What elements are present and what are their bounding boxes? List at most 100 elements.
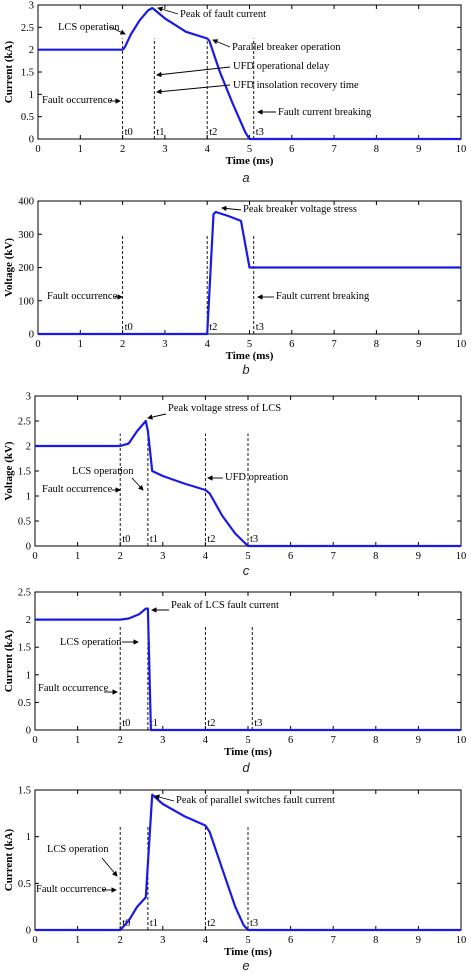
annotation-text: Peak breaker voltage stress <box>243 204 357 215</box>
panel-caption: e <box>242 958 249 973</box>
x-tick-label: 8 <box>373 551 378 562</box>
x-tick-label: 10 <box>456 144 467 155</box>
x-tick-label: 10 <box>456 551 467 562</box>
x-tick-label: 6 <box>288 935 293 946</box>
x-tick-label: 2 <box>120 339 125 350</box>
event-marker-label: t3 <box>256 127 264 138</box>
y-axis-label: Current (kA) <box>3 629 15 692</box>
x-axis-label: Time (ms) <box>224 746 272 758</box>
x-tick-label: 0 <box>35 339 40 350</box>
annotation-text: Fault occurrence <box>36 884 107 895</box>
x-tick-label: 5 <box>245 551 250 562</box>
series-line <box>35 607 461 732</box>
y-tick-label: 0.5 <box>18 698 31 709</box>
series-line <box>35 419 461 548</box>
y-tick-label: 0.5 <box>18 879 31 890</box>
x-tick-label: 4 <box>205 339 211 350</box>
series-line <box>38 210 461 336</box>
y-axis-label: Voltage (kV) <box>3 441 15 501</box>
x-tick-label: 8 <box>373 735 378 746</box>
event-marker-label: t0 <box>122 534 130 545</box>
x-tick-label: 8 <box>373 935 378 946</box>
x-tick-label: 1 <box>75 551 80 562</box>
annotation-text: Peak voltage stress of LCS <box>168 403 281 414</box>
x-axis-label: Time (ms) <box>226 155 274 167</box>
x-tick-label: 2 <box>118 735 123 746</box>
annotation-arrow <box>156 66 231 78</box>
y-tick-label: 0 <box>26 726 31 737</box>
x-tick-label: 8 <box>374 144 379 155</box>
annotation-arrow <box>157 6 179 15</box>
x-tick-label: 8 <box>374 339 379 350</box>
annotation-arrow <box>101 857 118 877</box>
event-marker-label: t2 <box>207 718 215 729</box>
x-tick-label: 0 <box>32 551 37 562</box>
x-tick-label: 0 <box>35 144 40 155</box>
x-tick-label: 6 <box>288 551 293 562</box>
x-tick-label: 1 <box>75 735 80 746</box>
plot-area-frame <box>34 591 462 731</box>
annotation-text: LCS operation <box>60 637 122 648</box>
y-axis-label: Voltage (kV) <box>3 238 15 298</box>
y-tick-label: 1 <box>26 670 31 681</box>
event-marker-label: t0 <box>122 718 130 729</box>
event-marker-label: t3 <box>254 718 262 729</box>
y-tick-label: 0 <box>29 135 34 146</box>
annotation-arrow <box>156 84 231 95</box>
annotation-text: UFD insolation recovery time <box>233 80 359 91</box>
x-tick-label: 9 <box>416 935 421 946</box>
x-tick-label: 1 <box>78 144 83 155</box>
x-tick-label: 3 <box>162 339 167 350</box>
y-tick-label: 400 <box>18 197 34 208</box>
event-marker-label: t3 <box>256 322 264 333</box>
y-tick-label: 1 <box>26 492 31 503</box>
annotation-text: LCS operation <box>72 466 134 477</box>
annotation-text: Fault occurrence <box>47 291 118 302</box>
y-tick-label: 2 <box>26 442 31 453</box>
event-marker-label: t0 <box>125 127 133 138</box>
x-tick-label: 6 <box>289 144 294 155</box>
event-marker-label: t3 <box>250 534 258 545</box>
x-tick-label: 7 <box>331 935 336 946</box>
x-tick-label: 10 <box>456 735 467 746</box>
x-tick-label: 5 <box>245 935 250 946</box>
y-tick-label: 0 <box>26 542 31 553</box>
y-tick-label: 2.5 <box>18 417 31 428</box>
x-axis-label: Time (ms) <box>226 350 274 362</box>
x-tick-label: 10 <box>456 935 467 946</box>
y-tick-label: 100 <box>18 296 34 307</box>
panel-caption: a <box>242 170 249 185</box>
y-axis-label: Current (kA) <box>3 40 15 103</box>
annotation-text: LCS operation <box>58 22 120 33</box>
x-tick-label: 5 <box>247 144 252 155</box>
x-tick-label: 3 <box>160 735 165 746</box>
x-tick-label: 7 <box>331 144 336 155</box>
x-tick-label: 3 <box>160 935 165 946</box>
event-marker-label: t1 <box>150 918 158 929</box>
y-tick-label: 1.5 <box>18 643 31 654</box>
event-marker-label: t2 <box>209 127 217 138</box>
annotation-arrow <box>221 205 242 212</box>
y-tick-label: 0.5 <box>18 517 31 528</box>
x-tick-label: 2 <box>118 551 123 562</box>
annotation-text: Parallel breaker operation <box>232 42 341 53</box>
x-tick-label: 7 <box>331 735 336 746</box>
y-tick-label: 1.5 <box>21 68 34 79</box>
x-tick-label: 9 <box>416 144 421 155</box>
y-tick-label: 0.5 <box>21 112 34 123</box>
annotation-arrow <box>212 39 231 48</box>
event-marker-label: t1 <box>150 534 158 545</box>
y-tick-label: 2 <box>26 615 31 626</box>
x-tick-label: 4 <box>203 935 209 946</box>
x-tick-label: 6 <box>288 735 293 746</box>
event-marker-label: t1 <box>156 127 164 138</box>
annotation-text: UFD operational delay <box>233 61 330 72</box>
annotation-text: Fault current breaking <box>276 291 370 302</box>
y-tick-label: 2 <box>29 45 34 56</box>
y-tick-label: 1.5 <box>18 786 31 797</box>
y-tick-label: 2.5 <box>18 588 31 599</box>
x-tick-label: 2 <box>120 144 125 155</box>
y-tick-label: 200 <box>18 263 34 274</box>
annotation-text: Peak of fault current <box>180 9 266 20</box>
